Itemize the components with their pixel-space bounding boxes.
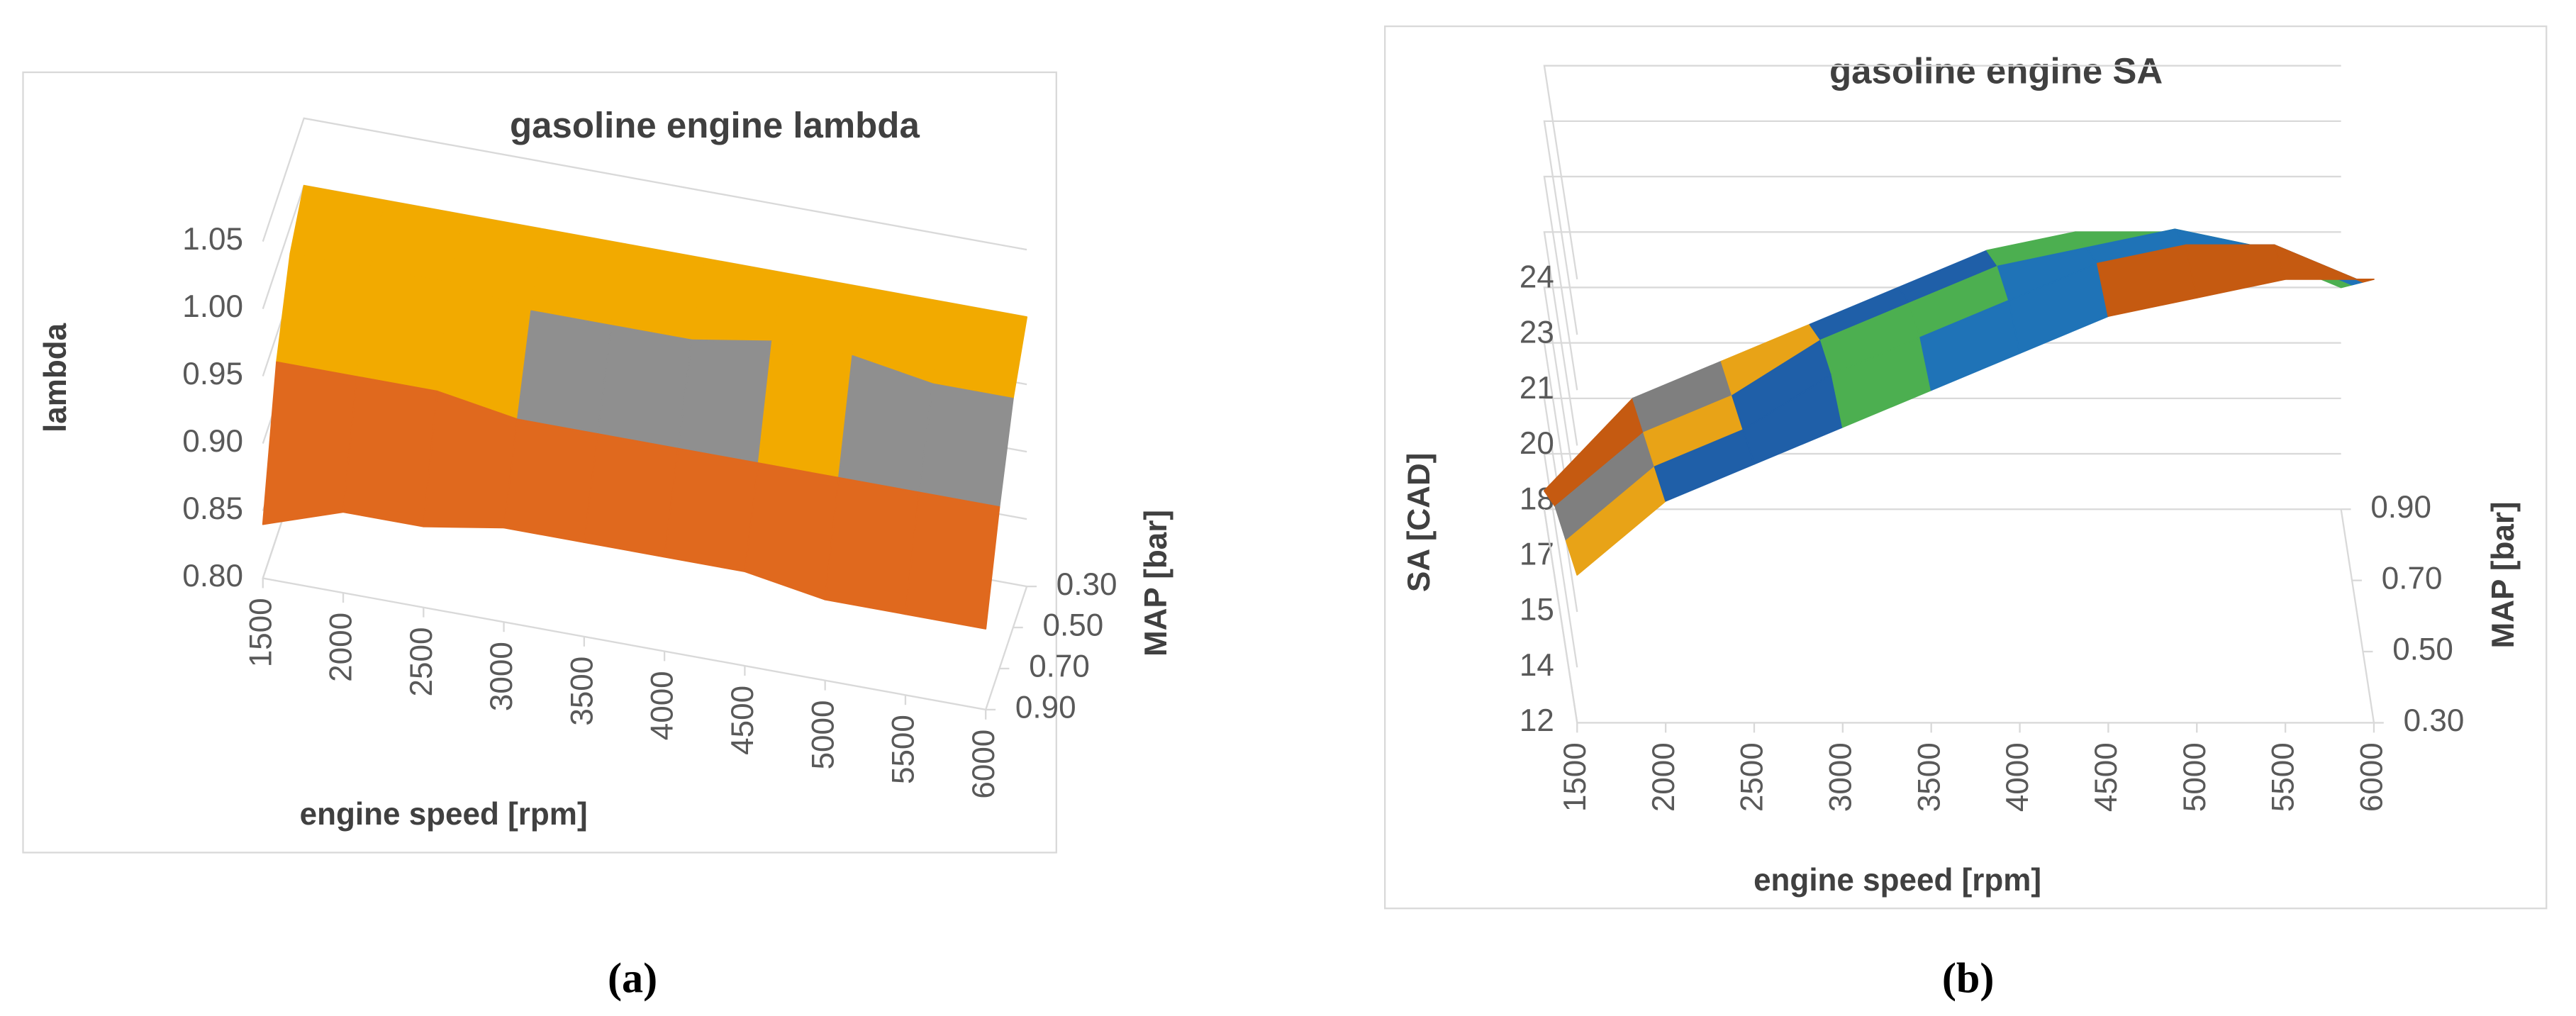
- y-tick-label: 0.30: [1056, 567, 1117, 602]
- y-tick-label: 0.90: [1015, 691, 1076, 725]
- y-tick-label: 0.70: [2382, 561, 2443, 596]
- y-tick-label: 0.30: [2404, 703, 2465, 738]
- surface-cell: [824, 476, 920, 615]
- x-tick-label: 1500: [1558, 742, 1593, 812]
- x-tick-label: 3500: [564, 657, 599, 726]
- surface-cell: [503, 418, 599, 543]
- surface-cell: [677, 339, 773, 464]
- z-tick-label: 20: [1520, 426, 1554, 461]
- surface-cell: [691, 257, 787, 342]
- z-axis-title: SA [CAD]: [1402, 453, 1437, 592]
- surface-cell: [2273, 244, 2375, 283]
- z-tick-label: 12: [1520, 703, 1554, 738]
- caption: (b): [1942, 954, 1995, 1002]
- y-axis-title: MAP [bar]: [2486, 501, 2521, 648]
- x-tick-label: 6000: [2355, 742, 2390, 812]
- surface-cell: [610, 243, 706, 341]
- surface-cell: [597, 325, 693, 450]
- x-axis-title: engine speed [rpm]: [1753, 863, 2041, 898]
- grid-line: [1543, 452, 2341, 668]
- z-tick-label: 23: [1520, 316, 1554, 350]
- z-tick-label: 24: [1520, 259, 1554, 294]
- z-tick-label: 0.85: [182, 491, 243, 526]
- z-tick-label: 21: [1520, 371, 1554, 406]
- z-tick-label: 1.00: [182, 289, 243, 324]
- z-tick-label: 0.90: [182, 424, 243, 459]
- grid-line: [1543, 120, 2341, 335]
- y-tick-label: 0.70: [1029, 649, 1090, 684]
- caption: (a): [608, 954, 657, 1002]
- y-tick-label: 0.50: [2392, 632, 2453, 667]
- floor-edge: [1543, 509, 2375, 724]
- grid-line: [262, 117, 1027, 251]
- surface-cell: [342, 376, 438, 527]
- y-tick-label: 0.50: [1043, 608, 1104, 643]
- x-tick-label: 6000: [966, 730, 1001, 799]
- x-tick-label: 1500: [243, 598, 278, 667]
- surface-cell: [757, 340, 854, 479]
- grid-line: [1543, 175, 2341, 391]
- x-tick-label: 2000: [1646, 742, 1681, 812]
- z-tick-label: 1.05: [182, 222, 243, 257]
- z-tick-label: 15: [1520, 593, 1554, 627]
- x-tick-label: 5500: [886, 715, 921, 784]
- chart-title: gasoline engine lambda: [510, 105, 920, 145]
- surface-cell: [356, 267, 452, 392]
- surface-cell: [276, 252, 372, 378]
- surface-cell: [530, 228, 626, 327]
- x-tick-label: 2500: [1735, 742, 1770, 812]
- z-axis-title: lambda: [38, 323, 73, 432]
- y-tick-label: 0.90: [2370, 490, 2431, 525]
- x-tick-label: 5500: [2266, 742, 2301, 812]
- surface-cell: [583, 433, 679, 558]
- z-tick-label: 14: [1520, 648, 1554, 683]
- x-tick-label: 5000: [2178, 742, 2212, 812]
- z-tick-label: 17: [1520, 537, 1554, 571]
- y-axis-title: MAP [bar]: [1139, 510, 1173, 657]
- x-tick-label: 4000: [2000, 742, 2035, 812]
- chart-title: gasoline engine SA: [1829, 51, 2163, 91]
- x-axis-title: engine speed [rpm]: [300, 797, 588, 832]
- x-tick-label: 4000: [645, 671, 680, 740]
- x-tick-label: 4500: [2089, 742, 2124, 812]
- surface-cell: [664, 447, 759, 573]
- grid-line: [1543, 65, 2341, 280]
- surface-cell: [262, 361, 358, 525]
- surface-cell: [516, 310, 613, 435]
- z-tick-label: 0.80: [182, 559, 243, 593]
- x-tick-label: 3000: [484, 642, 519, 711]
- x-tick-label: 2500: [404, 627, 439, 697]
- x-tick-label: 3000: [1823, 742, 1858, 812]
- surface-cell: [904, 491, 1000, 630]
- x-tick-label: 4500: [725, 686, 760, 755]
- x-tick-label: 2000: [324, 613, 359, 682]
- z-tick-label: 0.95: [182, 357, 243, 391]
- x-tick-label: 3500: [1912, 742, 1946, 812]
- x-tick-label: 5000: [805, 700, 840, 770]
- surface-cell: [932, 301, 1028, 400]
- surface-cell: [918, 383, 1014, 508]
